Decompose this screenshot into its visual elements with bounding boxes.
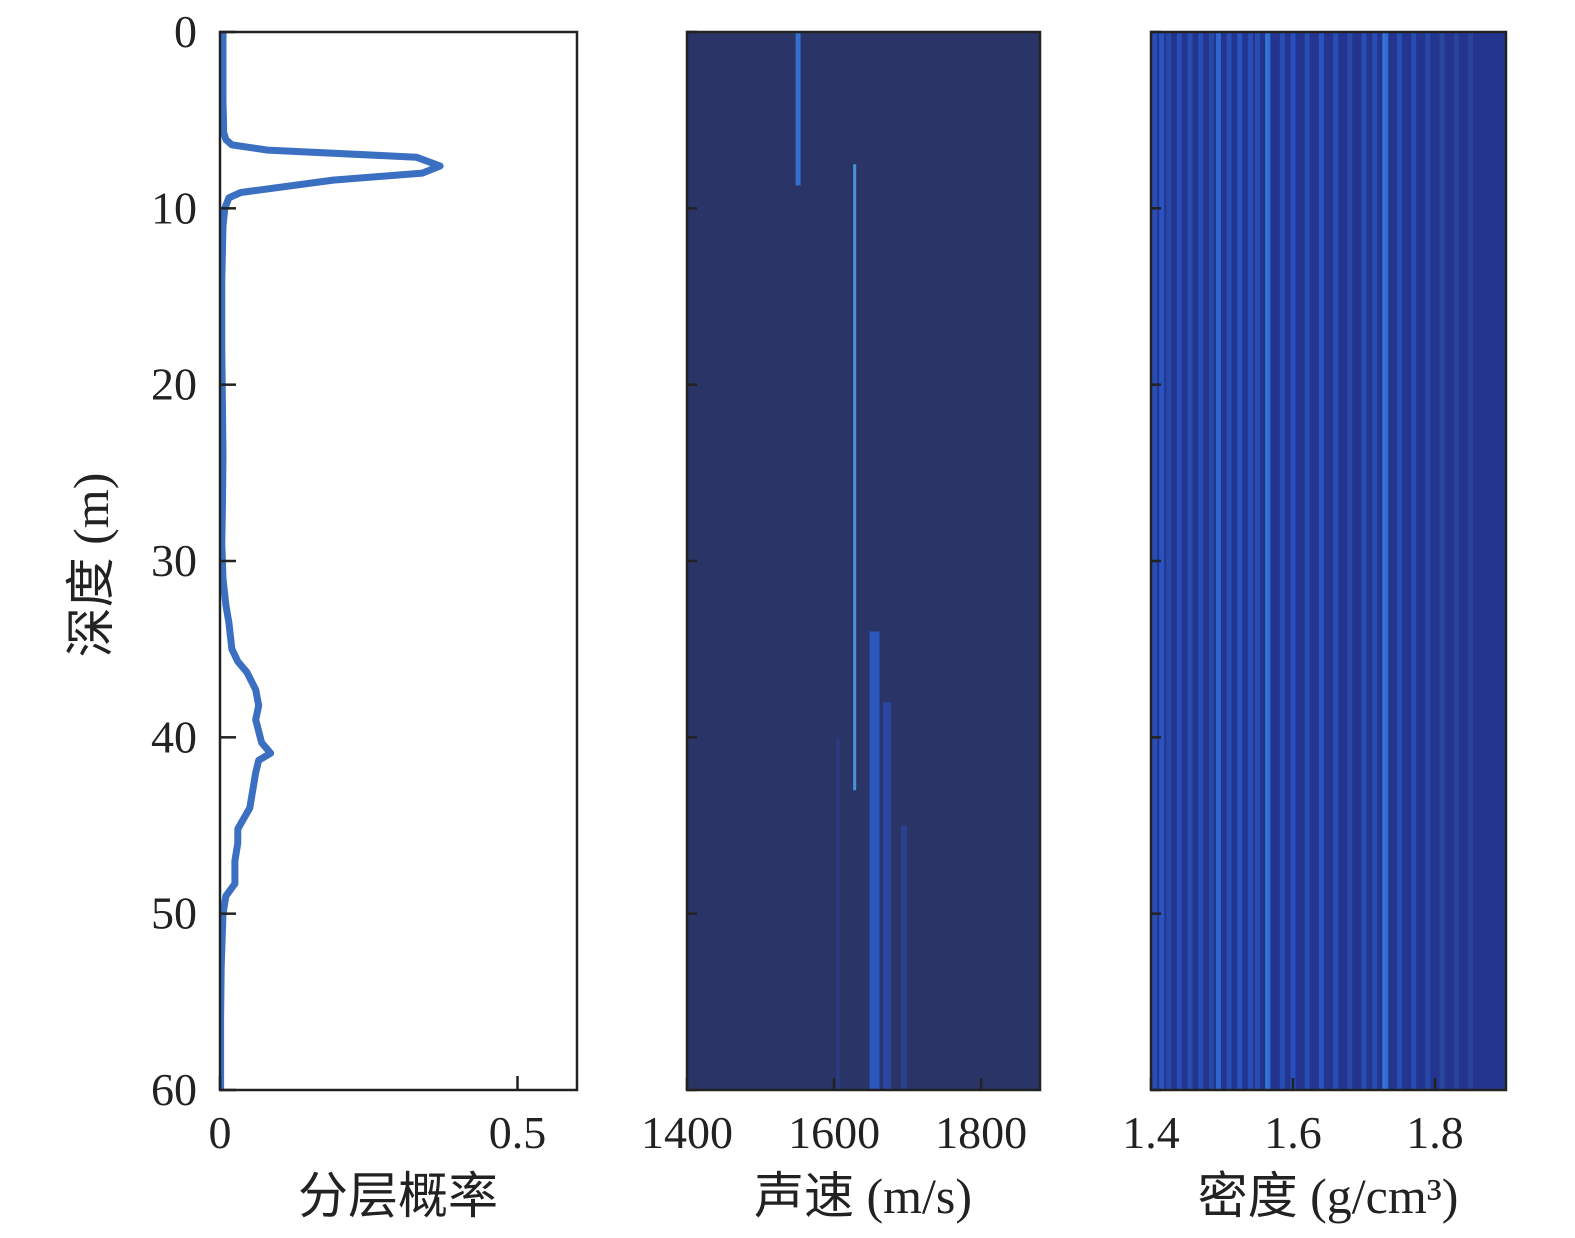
density-stripe	[1333, 32, 1339, 1090]
density-stripe	[1290, 32, 1296, 1090]
density-stripe	[1318, 32, 1324, 1090]
x-tick-label: 1600	[788, 1107, 880, 1158]
y-tick-label: 40	[151, 711, 197, 762]
sound-speed-stripe	[869, 631, 880, 1090]
density-stripe	[1166, 32, 1172, 1090]
density-stripe	[1255, 32, 1260, 1090]
y-tick-label: 20	[151, 359, 197, 410]
x-tick-label: 1800	[935, 1107, 1027, 1158]
x-tick-label: 0	[209, 1107, 232, 1158]
density-stripe	[1237, 32, 1243, 1090]
x-axis-label-density: 密度 (g/cm³)	[1198, 1168, 1459, 1224]
sound-speed-heatmap-background	[687, 32, 1040, 1090]
density-stripe	[1385, 32, 1389, 1090]
density-stripe	[1453, 32, 1459, 1090]
density-stripe	[1361, 32, 1367, 1090]
density-stripe	[1267, 32, 1271, 1090]
density-stripe	[1159, 32, 1165, 1090]
sound-speed-stripe	[835, 737, 840, 1090]
panel-density: 1.4 1.6 1.8 密度 (g/cm³)	[1122, 30, 1508, 1224]
x-axis-label-probability: 分层概率	[298, 1168, 498, 1224]
density-stripe	[1382, 32, 1386, 1090]
panel-sound-speed: 1400 1600 1800 声速 (m/s)	[641, 30, 1042, 1224]
density-stripe	[1215, 32, 1221, 1090]
density-stripe	[1468, 32, 1473, 1090]
y-tick-label: 10	[151, 182, 197, 233]
y-tick-label: 0	[174, 6, 197, 57]
density-stripe	[1226, 32, 1232, 1090]
sound-speed-stripe	[795, 32, 801, 186]
density-stripe	[1372, 32, 1378, 1090]
density-stripe	[1347, 32, 1353, 1090]
density-stripe	[1208, 32, 1214, 1090]
density-stripe	[1265, 32, 1269, 1090]
x-axis-label-sound-speed: 声速 (m/s)	[754, 1168, 972, 1224]
x-tick-label: 1.6	[1264, 1107, 1322, 1158]
x-tick-label: 1400	[641, 1107, 733, 1158]
density-stripe	[1397, 32, 1402, 1090]
x-tick-label: 1.8	[1406, 1107, 1464, 1158]
density-stripe	[1176, 32, 1182, 1090]
density-heatmap-background	[1151, 32, 1506, 1090]
x-tick-label: 0.5	[489, 1107, 547, 1158]
y-tick-label: 60	[151, 1064, 197, 1115]
density-stripe	[1425, 32, 1431, 1090]
sound-speed-stripe	[853, 164, 857, 791]
density-stripe	[1439, 32, 1445, 1090]
density-stripe	[1247, 32, 1253, 1090]
density-stripe	[1411, 32, 1417, 1090]
y-tick-label: 30	[151, 535, 197, 586]
density-stripe	[1279, 32, 1285, 1090]
sound-speed-stripe	[883, 702, 892, 1090]
density-stripe	[1187, 32, 1193, 1090]
density-stripe	[1198, 32, 1204, 1090]
x-tick-label: 1.4	[1122, 1107, 1180, 1158]
density-stripe	[1304, 32, 1310, 1090]
y-axis-label-depth: 深度 (m)	[63, 473, 119, 658]
y-tick-label: 50	[151, 888, 197, 939]
probability-series-line	[220, 32, 444, 1090]
sound-speed-stripe	[900, 825, 907, 1090]
